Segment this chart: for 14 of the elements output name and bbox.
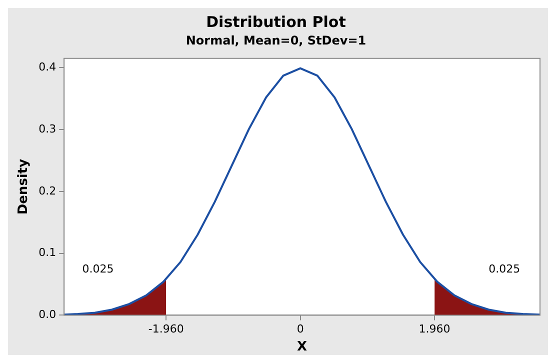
annotation: 0.025 [82,262,114,276]
y-tick-label: 0.2 [38,184,56,198]
y-axis-title: Density [16,158,32,215]
y-tick-label: 0.1 [38,246,56,260]
x-tick-label: -1.960 [148,322,184,336]
y-tick-label: 0.3 [38,122,56,136]
x-tick-label: 0 [296,322,304,336]
y-tick-label: 0.4 [38,60,56,74]
annotation: 0.025 [488,262,520,276]
x-axis-title: X [297,340,308,355]
chart-title: Distribution Plot [206,12,346,31]
y-tick-label: 0.0 [38,308,56,322]
chart-subtitle: Normal, Mean=0, StDev=1 [186,33,366,48]
x-tick-label: 1.960 [418,322,450,336]
